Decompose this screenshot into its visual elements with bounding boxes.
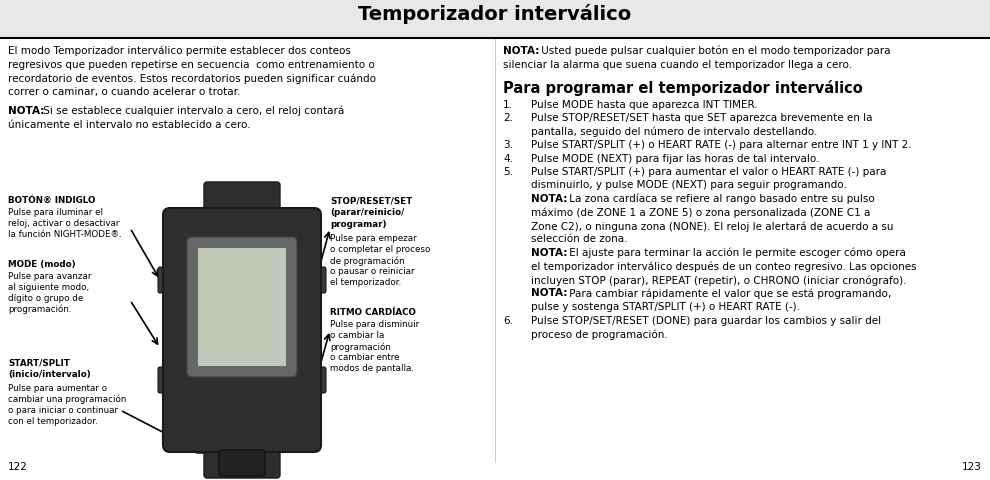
Text: BOTÓN® INDIGLO: BOTÓN® INDIGLO	[8, 196, 95, 205]
Text: MODE (modo): MODE (modo)	[8, 260, 75, 269]
Text: o para iniciar o continuar: o para iniciar o continuar	[8, 406, 118, 415]
FancyBboxPatch shape	[187, 237, 297, 377]
Text: NOTA:: NOTA:	[8, 106, 45, 116]
Text: programación: programación	[330, 342, 391, 351]
FancyBboxPatch shape	[310, 267, 326, 293]
Text: recordatorio de eventos. Estos recordatorios pueden significar cuándo: recordatorio de eventos. Estos recordato…	[8, 73, 376, 84]
Text: Para programar el temporizador interválico: Para programar el temporizador interváli…	[503, 80, 862, 96]
Text: 6.: 6.	[503, 315, 513, 325]
Text: pulse y sostenga START/SPLIT (+) o HEART RATE (-).: pulse y sostenga START/SPLIT (+) o HEART…	[531, 302, 800, 312]
Text: de programación: de programación	[330, 256, 405, 265]
Text: Pulse para avanzar: Pulse para avanzar	[8, 272, 91, 281]
Text: Pulse START/SPLIT (+) para aumentar el valor o HEART RATE (-) para: Pulse START/SPLIT (+) para aumentar el v…	[531, 167, 886, 177]
Text: ♥: ♥	[200, 248, 207, 257]
Text: pantalla, seguido del número de intervalo destellando.: pantalla, seguido del número de interval…	[531, 127, 818, 137]
Text: El ajuste para terminar la acción le permite escoger cómo opera: El ajuste para terminar la acción le per…	[566, 248, 906, 259]
Text: La zona cardíaca se refiere al rango basado entre su pulso: La zona cardíaca se refiere al rango bas…	[566, 194, 875, 204]
FancyBboxPatch shape	[163, 208, 321, 452]
Text: Zone C2), o ninguna zona (NONE). El reloj le alertará de acuerdo a su: Zone C2), o ninguna zona (NONE). El relo…	[531, 221, 894, 231]
Text: HI: HI	[212, 248, 219, 253]
Text: (inicio/intervalo): (inicio/intervalo)	[8, 370, 91, 379]
Text: (parar/reinicio/: (parar/reinicio/	[330, 208, 404, 217]
Text: NOTA:: NOTA:	[531, 194, 567, 204]
Text: Pulse STOP/RESET/SET hasta que SET aparezca brevemente en la: Pulse STOP/RESET/SET hasta que SET apare…	[531, 113, 872, 123]
Text: 3.: 3.	[503, 140, 513, 150]
Text: Pulse para iluminar el: Pulse para iluminar el	[8, 208, 103, 217]
Text: modos de pantalla.: modos de pantalla.	[330, 364, 414, 373]
Text: el temporizador interválico después de un conteo regresivo. Las opciones: el temporizador interválico después de u…	[531, 262, 917, 272]
FancyBboxPatch shape	[158, 267, 174, 293]
Text: Usted puede pulsar cualquier botón en el modo temporizador para: Usted puede pulsar cualquier botón en el…	[538, 46, 890, 57]
Text: 1.: 1.	[503, 99, 513, 109]
Text: NOTA:: NOTA:	[503, 46, 540, 56]
Text: NOTA:: NOTA:	[531, 288, 567, 299]
Text: STOP/RESET/SET: STOP/RESET/SET	[330, 196, 412, 205]
Text: o cambiar entre: o cambiar entre	[330, 353, 400, 362]
Text: Para cambiar rápidamente el valor que se está programando,: Para cambiar rápidamente el valor que se…	[566, 288, 891, 299]
Text: programar): programar)	[330, 220, 386, 229]
Text: programación.: programación.	[8, 305, 71, 314]
Text: únicamente el intervalo no establecido a cero.: únicamente el intervalo no establecido a…	[8, 120, 250, 130]
Text: RITMO CARDÍACO: RITMO CARDÍACO	[330, 308, 416, 317]
Text: dígito o grupo de: dígito o grupo de	[8, 294, 83, 303]
Text: 2.: 2.	[503, 113, 513, 123]
Text: el temporizador.: el temporizador.	[330, 278, 401, 287]
Text: Temporizador interválico: Temporizador interválico	[358, 4, 632, 24]
Text: o completar el proceso: o completar el proceso	[330, 245, 431, 254]
Text: proceso de programación.: proceso de programación.	[531, 329, 667, 339]
Text: Pulse START/SPLIT (+) o HEART RATE (-) para alternar entre INT 1 y INT 2.: Pulse START/SPLIT (+) o HEART RATE (-) p…	[531, 140, 912, 150]
Text: cambiar una programación: cambiar una programación	[8, 395, 127, 405]
Text: 36: 36	[270, 292, 285, 302]
Text: regresivos que pueden repetirse en secuencia  como entrenamiento o: regresivos que pueden repetirse en secue…	[8, 60, 375, 70]
Text: 4.: 4.	[503, 154, 513, 164]
Text: Pulse para aumentar o: Pulse para aumentar o	[8, 384, 107, 393]
Text: 122: 122	[8, 462, 28, 472]
Bar	[0, 0, 990, 38]
Text: El modo Temporizador interválico permite establecer dos conteos: El modo Temporizador interválico permite…	[8, 46, 350, 57]
Text: 123: 123	[962, 462, 982, 472]
FancyBboxPatch shape	[204, 182, 280, 218]
Text: la función NIGHT-MODE®.: la función NIGHT-MODE®.	[8, 230, 122, 239]
Text: Pulse para empezar: Pulse para empezar	[330, 234, 417, 243]
Text: incluyen STOP (parar), REPEAT (repetir), o CHRONO (iniciar cronógrafo).: incluyen STOP (parar), REPEAT (repetir),…	[531, 275, 907, 286]
Text: con el temporizador.: con el temporizador.	[8, 417, 98, 426]
Text: Pulse para disminuir: Pulse para disminuir	[330, 320, 419, 329]
Text: Pulse STOP/SET/RESET (DONE) para guardar los cambios y salir del: Pulse STOP/SET/RESET (DONE) para guardar…	[531, 315, 881, 325]
Text: máximo (de ZONE 1 a ZONE 5) o zona personalizada (ZONE C1 a: máximo (de ZONE 1 a ZONE 5) o zona perso…	[531, 207, 870, 218]
Text: o cambiar la: o cambiar la	[330, 331, 384, 340]
Text: START/SPLIT: START/SPLIT	[8, 358, 70, 367]
FancyBboxPatch shape	[158, 367, 174, 393]
Text: 180: 180	[232, 248, 244, 253]
FancyBboxPatch shape	[204, 442, 280, 478]
Text: reloj, activar o desactivar: reloj, activar o desactivar	[8, 219, 120, 228]
Text: al siguiente modo,: al siguiente modo,	[8, 283, 89, 292]
Text: Si se establece cualquier intervalo a cero, el reloj contará: Si se establece cualquier intervalo a ce…	[40, 106, 345, 117]
Text: disminuirlo, y pulse MODE (NEXT) para seguir programando.: disminuirlo, y pulse MODE (NEXT) para se…	[531, 180, 846, 191]
FancyBboxPatch shape	[310, 367, 326, 393]
Text: Pulse MODE hasta que aparezca INT TIMER.: Pulse MODE hasta que aparezca INT TIMER.	[531, 99, 757, 109]
Text: selección de zona.: selección de zona.	[531, 235, 628, 244]
Text: silenciar la alarma que suena cuando el temporizador llega a cero.: silenciar la alarma que suena cuando el …	[503, 60, 852, 70]
Text: 10:09: 10:09	[214, 275, 285, 295]
Text: o pausar o reiniciar: o pausar o reiniciar	[330, 267, 415, 276]
FancyBboxPatch shape	[198, 248, 286, 366]
FancyBboxPatch shape	[219, 450, 265, 476]
Text: 5.: 5.	[503, 167, 513, 177]
Text: NOTA:: NOTA:	[531, 248, 567, 258]
Text: correr o caminar, o cuando acelerar o trotar.: correr o caminar, o cuando acelerar o tr…	[8, 86, 241, 96]
Text: Pulse MODE (NEXT) para fijar las horas de tal intervalo.: Pulse MODE (NEXT) para fijar las horas d…	[531, 154, 820, 164]
Text: •: •	[200, 270, 204, 276]
